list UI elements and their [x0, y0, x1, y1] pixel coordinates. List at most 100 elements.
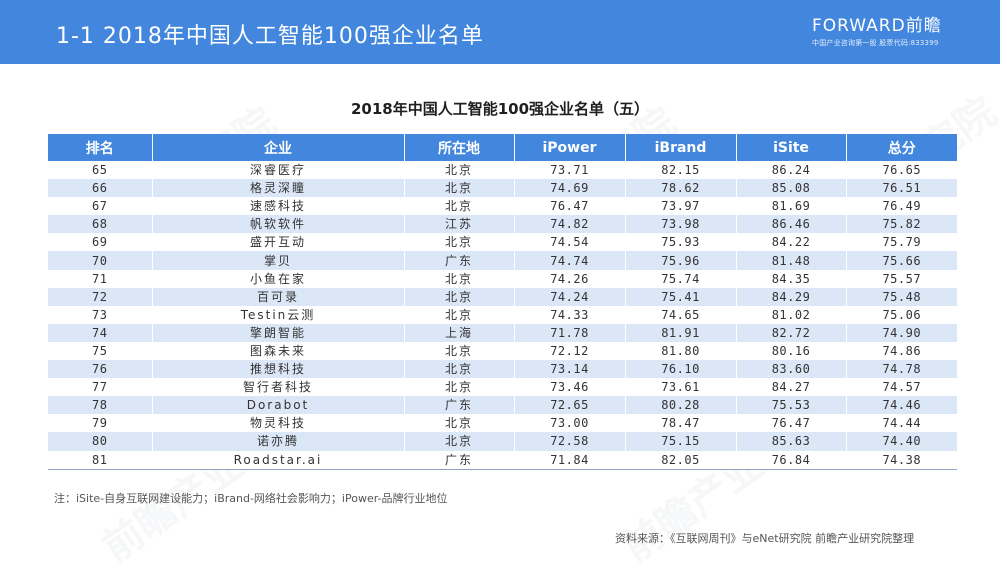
ipower-cell: 74.26 [514, 269, 626, 288]
footnote: 注：iSite-自身互联网建设能力；iBrand-网络社会影响力；iPower-… [54, 492, 448, 505]
total-cell: 74.90 [846, 323, 957, 342]
company-cell: 智行者科技 [152, 378, 405, 397]
company-cell: Testin云测 [152, 305, 405, 324]
isite-cell: 84.35 [736, 269, 847, 288]
rank-cell: 81 [48, 450, 153, 470]
ibrand-cell: 75.74 [625, 269, 737, 288]
ipower-cell: 71.78 [514, 323, 626, 342]
col-header-location: 所在地 [404, 134, 515, 161]
total-cell: 76.51 [846, 179, 957, 198]
total-cell: 74.57 [846, 378, 957, 397]
rank-cell: 75 [48, 341, 153, 361]
ibrand-cell: 80.28 [625, 396, 737, 415]
table-row: 80 诺亦腾 北京 72.58 75.15 85.63 74.40 [48, 432, 957, 451]
company-cell: 速感科技 [152, 197, 405, 216]
location-cell: 北京 [404, 179, 515, 198]
company-cell: 帆软软件 [152, 215, 405, 234]
isite-cell: 86.24 [736, 161, 847, 180]
table-row: 79 物灵科技 北京 73.00 78.47 76.47 74.44 [48, 414, 957, 433]
rank-cell: 74 [48, 323, 153, 342]
rank-cell: 73 [48, 305, 153, 324]
total-cell: 74.38 [846, 450, 957, 470]
table-row: 67 速感科技 北京 76.47 73.97 81.69 76.49 [48, 197, 957, 216]
ipower-cell: 74.24 [514, 287, 626, 306]
table-row: 76 推想科技 北京 73.14 76.10 83.60 74.78 [48, 360, 957, 379]
total-cell: 74.44 [846, 414, 957, 433]
table-row: 66 格灵深瞳 北京 74.69 78.62 85.08 76.51 [48, 179, 957, 198]
brand-block: FORWARD前瞻 中国产业咨询第一股 股票代码:833399 [812, 17, 972, 48]
table-row: 74 擎朗智能 上海 71.78 81.91 82.72 74.90 [48, 323, 957, 342]
location-cell: 北京 [404, 161, 515, 180]
ibrand-cell: 75.96 [625, 251, 737, 270]
location-cell: 广东 [404, 251, 515, 270]
table-row: 77 智行者科技 北京 73.46 73.61 84.27 74.57 [48, 378, 957, 397]
col-header-ibrand: iBrand [625, 134, 737, 161]
col-header-company: 企业 [152, 134, 405, 161]
company-cell: 深睿医疗 [152, 161, 405, 180]
isite-cell: 76.84 [736, 450, 847, 470]
isite-cell: 80.16 [736, 341, 847, 361]
rank-cell: 66 [48, 179, 153, 198]
ipower-cell: 72.65 [514, 396, 626, 415]
isite-cell: 84.29 [736, 287, 847, 306]
ipower-cell: 73.14 [514, 360, 626, 379]
total-cell: 74.40 [846, 432, 957, 451]
isite-cell: 82.72 [736, 323, 847, 342]
table-row: 81 Roadstar.ai 广东 71.84 82.05 76.84 74.38 [48, 450, 957, 470]
ibrand-cell: 76.10 [625, 360, 737, 379]
total-cell: 76.65 [846, 161, 957, 180]
rank-cell: 71 [48, 269, 153, 288]
location-cell: 北京 [404, 269, 515, 288]
table-row: 75 图森未来 北京 72.12 81.80 80.16 74.86 [48, 341, 957, 361]
ibrand-cell: 78.62 [625, 179, 737, 198]
col-header-isite: iSite [736, 134, 847, 161]
ipower-cell: 74.54 [514, 233, 626, 252]
ibrand-cell: 75.15 [625, 432, 737, 451]
location-cell: 北京 [404, 360, 515, 379]
rank-cell: 79 [48, 414, 153, 433]
table-header-row: 排名 企业 所在地 iPower iBrand iSite 总分 [48, 134, 957, 161]
ibrand-cell: 78.47 [625, 414, 737, 433]
total-cell: 76.49 [846, 197, 957, 216]
rank-cell: 69 [48, 233, 153, 252]
isite-cell: 81.02 [736, 305, 847, 324]
table-row: 69 盛开互动 北京 74.54 75.93 84.22 75.79 [48, 233, 957, 252]
isite-cell: 83.60 [736, 360, 847, 379]
ipower-cell: 74.33 [514, 305, 626, 324]
col-header-total: 总分 [846, 134, 957, 161]
company-cell: 盛开互动 [152, 233, 405, 252]
location-cell: 北京 [404, 414, 515, 433]
company-cell: 推想科技 [152, 360, 405, 379]
location-cell: 上海 [404, 323, 515, 342]
isite-cell: 85.63 [736, 432, 847, 451]
company-cell: 图森未来 [152, 341, 405, 361]
company-cell: 格灵深瞳 [152, 179, 405, 198]
table-row: 70 掌贝 广东 74.74 75.96 81.48 75.66 [48, 251, 957, 270]
table-row: 78 Dorabot 广东 72.65 80.28 75.53 74.46 [48, 396, 957, 415]
rank-cell: 76 [48, 360, 153, 379]
location-cell: 北京 [404, 197, 515, 216]
total-cell: 75.79 [846, 233, 957, 252]
location-cell: 北京 [404, 287, 515, 306]
ibrand-cell: 73.98 [625, 215, 737, 234]
isite-cell: 81.69 [736, 197, 847, 216]
col-header-rank: 排名 [48, 134, 153, 161]
ipower-cell: 74.82 [514, 215, 626, 234]
rank-cell: 67 [48, 197, 153, 216]
ipower-cell: 76.47 [514, 197, 626, 216]
table-row: 65 深睿医疗 北京 73.71 82.15 86.24 76.65 [48, 161, 957, 180]
company-cell: 小鱼在家 [152, 269, 405, 288]
total-cell: 74.78 [846, 360, 957, 379]
brand-tagline: 中国产业咨询第一股 股票代码:833399 [812, 39, 939, 47]
ipower-cell: 73.46 [514, 378, 626, 397]
ibrand-cell: 73.61 [625, 378, 737, 397]
ibrand-cell: 82.05 [625, 450, 737, 470]
ipower-cell: 73.00 [514, 414, 626, 433]
company-cell: 百可录 [152, 287, 405, 306]
slide-title: 1-1 2018年中国人工智能100强企业名单 [56, 24, 484, 49]
location-cell: 广东 [404, 450, 515, 470]
total-cell: 74.86 [846, 341, 957, 361]
ipower-cell: 72.12 [514, 341, 626, 361]
location-cell: 北京 [404, 233, 515, 252]
ipower-cell: 73.71 [514, 161, 626, 180]
